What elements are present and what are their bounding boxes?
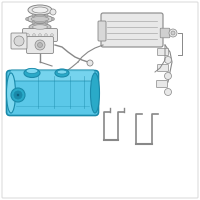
Ellipse shape [26,68,38,73]
Ellipse shape [32,7,48,13]
Circle shape [45,21,48,24]
Circle shape [45,34,47,36]
Circle shape [164,56,172,64]
Circle shape [33,34,35,36]
Ellipse shape [24,68,40,77]
FancyBboxPatch shape [158,48,168,55]
Ellipse shape [6,73,16,113]
Circle shape [16,94,20,97]
Ellipse shape [29,23,51,30]
FancyBboxPatch shape [101,13,163,47]
Circle shape [171,31,175,35]
Circle shape [11,88,25,102]
Circle shape [50,9,56,15]
Circle shape [169,29,177,37]
Ellipse shape [32,25,48,29]
Ellipse shape [57,70,67,74]
Circle shape [39,34,41,36]
Circle shape [38,43,42,47]
Circle shape [45,14,48,17]
FancyBboxPatch shape [26,36,54,53]
Circle shape [87,60,93,66]
Ellipse shape [27,15,53,23]
Ellipse shape [28,5,52,15]
Circle shape [27,34,29,36]
Circle shape [32,21,35,24]
FancyBboxPatch shape [22,28,58,42]
Circle shape [35,40,45,50]
FancyBboxPatch shape [11,33,27,49]
FancyBboxPatch shape [2,2,198,198]
Ellipse shape [55,69,69,77]
Circle shape [26,18,29,21]
Circle shape [32,14,35,17]
FancyBboxPatch shape [10,70,95,81]
Circle shape [14,91,22,99]
FancyBboxPatch shape [160,28,170,38]
Circle shape [51,34,53,36]
Ellipse shape [31,17,49,21]
Circle shape [52,18,54,21]
FancyBboxPatch shape [156,80,168,88]
FancyBboxPatch shape [158,64,168,72]
Circle shape [164,72,172,79]
Ellipse shape [90,73,100,113]
Circle shape [14,36,24,46]
FancyBboxPatch shape [98,21,106,41]
FancyBboxPatch shape [6,71,98,116]
Circle shape [164,88,172,96]
